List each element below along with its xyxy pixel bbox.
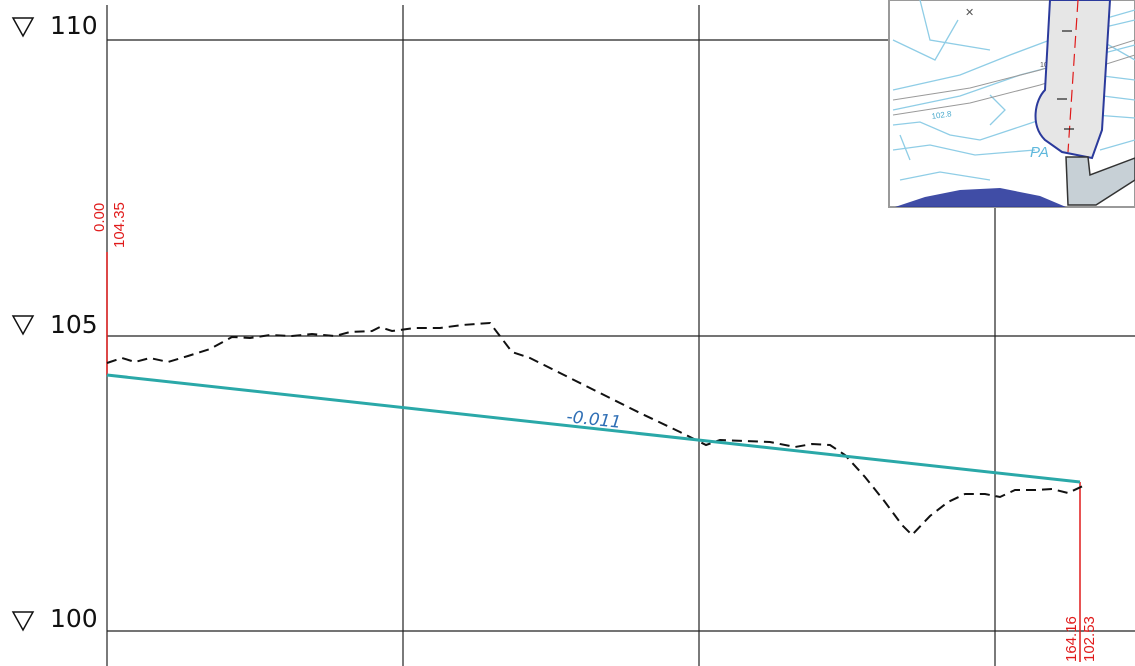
inset-map-label-pipe: PA (1030, 144, 1049, 161)
blue-label-band (895, 188, 1066, 207)
design-grade-line (106, 373, 1081, 484)
level-marker-110: 110 (11, 11, 98, 40)
gravel-strip (1065, 156, 1135, 206)
level-label-105: 105 (50, 310, 98, 339)
triangle-icon (11, 315, 35, 336)
inset-map-label-ground: 102.8 (931, 109, 953, 121)
triangle-icon (11, 611, 35, 632)
start-station-text: 0.00 (91, 203, 108, 232)
inset-map: 102.8 PA 5950 104 ✕ (888, 0, 1135, 208)
level-label-100: 100 (50, 604, 98, 633)
cross-icon: ✕ (965, 6, 974, 19)
start-elevation-text: 104.35 (111, 202, 128, 248)
road-centerline (1067, 0, 1079, 153)
existing-ground-line (106, 321, 1086, 537)
end-station-text: 164.16 (1063, 616, 1080, 662)
triangle-icon (11, 17, 35, 38)
level-marker-100: 100 (11, 604, 98, 633)
level-marker-105: 105 (11, 310, 98, 339)
end-elevation-text: 102.53 (1081, 616, 1098, 662)
level-label-110: 110 (50, 11, 98, 40)
slope-label: -0.011 (565, 407, 622, 433)
